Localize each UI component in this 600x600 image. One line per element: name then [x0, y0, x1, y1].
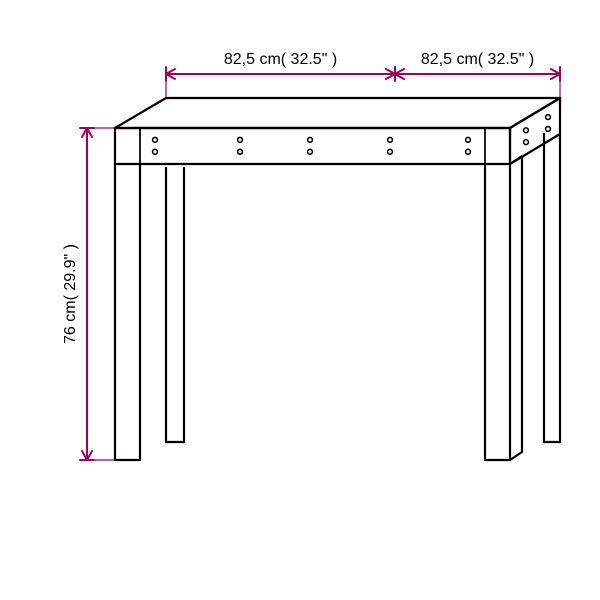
table-outline — [115, 98, 560, 460]
dimension-labels: 82,5 cm( 32.5" ) 82,5 cm( 32.5" ) 76 cm(… — [62, 51, 534, 344]
width-label: 82,5 cm( 32.5" ) — [224, 51, 337, 68]
table-dimension-diagram: 82,5 cm( 32.5" ) 82,5 cm( 32.5" ) 76 cm(… — [0, 0, 600, 600]
height-label: 76 cm( 29.9" ) — [62, 244, 79, 344]
dimension-lines — [80, 67, 560, 460]
depth-label: 82,5 cm( 32.5" ) — [421, 51, 534, 68]
